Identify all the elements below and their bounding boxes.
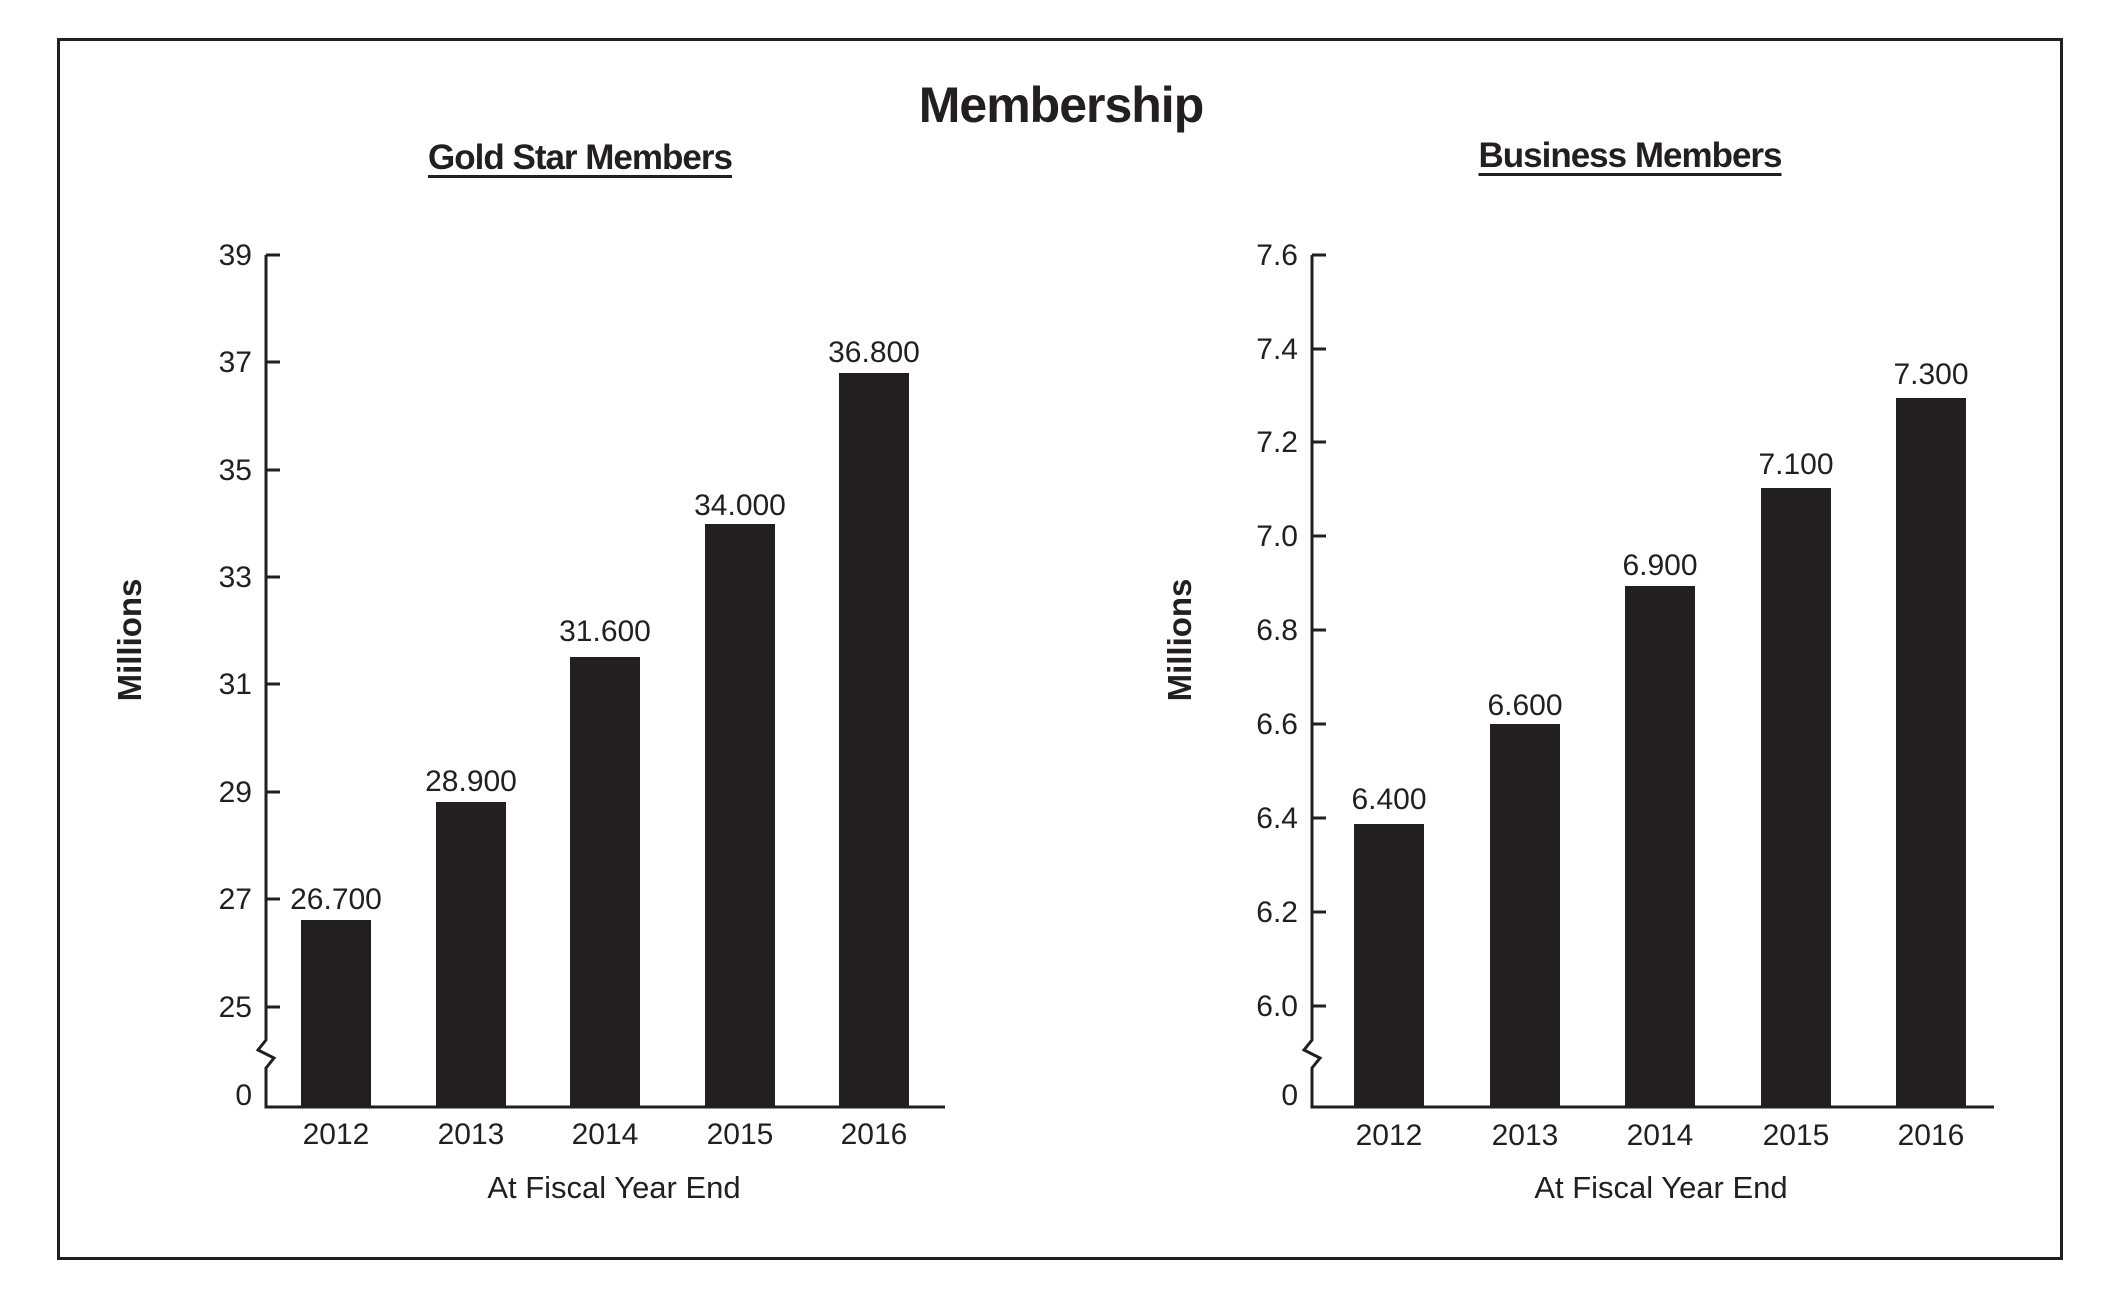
svg-text:34.000: 34.000 bbox=[694, 489, 786, 522]
bar-2013 bbox=[1490, 724, 1560, 1107]
svg-text:6.600: 6.600 bbox=[1487, 689, 1562, 722]
gold-star-chart: 39 37 35 33 31 29 27 25 0 26.700 28.900 … bbox=[111, 239, 945, 1205]
svg-text:6.6: 6.6 bbox=[1256, 708, 1298, 741]
svg-text:7.2: 7.2 bbox=[1256, 426, 1298, 459]
svg-text:36.800: 36.800 bbox=[828, 336, 920, 369]
bar-2015 bbox=[1761, 488, 1831, 1107]
svg-text:27: 27 bbox=[219, 883, 252, 916]
gold-star-value-labels: 26.700 28.900 31.600 34.000 36.800 bbox=[290, 336, 920, 916]
chart-frame bbox=[57, 38, 2063, 1260]
svg-text:7.100: 7.100 bbox=[1758, 448, 1833, 481]
bar-2016 bbox=[1896, 398, 1966, 1107]
svg-text:2013: 2013 bbox=[1492, 1119, 1559, 1152]
gold-star-xlabel: At Fiscal Year End bbox=[487, 1170, 740, 1205]
svg-text:7.4: 7.4 bbox=[1256, 333, 1298, 366]
svg-text:6.2: 6.2 bbox=[1256, 896, 1298, 929]
svg-text:2015: 2015 bbox=[1763, 1119, 1830, 1152]
svg-text:2014: 2014 bbox=[1627, 1119, 1694, 1152]
business-chart: 7.6 7.4 7.2 7.0 6.8 6.6 6.4 6.2 6.0 0 6.… bbox=[1161, 239, 1994, 1205]
svg-text:0: 0 bbox=[235, 1079, 252, 1112]
svg-text:39: 39 bbox=[219, 239, 252, 272]
gold-star-category-labels: 2012 2013 2014 2015 2016 bbox=[303, 1118, 908, 1151]
business-xlabel: At Fiscal Year End bbox=[1534, 1170, 1787, 1205]
svg-text:7.0: 7.0 bbox=[1256, 520, 1298, 553]
business-ylabel: Millions bbox=[1161, 579, 1198, 702]
svg-text:2012: 2012 bbox=[1356, 1119, 1423, 1152]
svg-text:35: 35 bbox=[219, 454, 252, 487]
svg-text:25: 25 bbox=[219, 991, 252, 1024]
business-value-labels: 6.400 6.600 6.900 7.100 7.300 bbox=[1351, 358, 1968, 816]
svg-text:26.700: 26.700 bbox=[290, 883, 382, 916]
business-subtitle: Business Members bbox=[1478, 136, 1782, 175]
business-ticks bbox=[1312, 253, 1326, 1008]
business-bars bbox=[1354, 398, 1966, 1107]
business-category-labels: 2012 2013 2014 2015 2016 bbox=[1356, 1119, 1965, 1152]
svg-text:6.400: 6.400 bbox=[1351, 783, 1426, 816]
svg-text:7.300: 7.300 bbox=[1893, 358, 1968, 391]
bar-2014 bbox=[1625, 586, 1695, 1107]
bar-2014 bbox=[570, 657, 640, 1107]
svg-text:2012: 2012 bbox=[303, 1118, 370, 1151]
svg-text:6.0: 6.0 bbox=[1256, 990, 1298, 1023]
gold-star-ylabel: Millions bbox=[111, 579, 148, 702]
svg-text:29: 29 bbox=[219, 776, 252, 809]
gold-star-ticks bbox=[266, 253, 280, 1009]
svg-text:2016: 2016 bbox=[1898, 1119, 1965, 1152]
bar-2016 bbox=[839, 373, 909, 1107]
gold-star-ytick-labels: 39 37 35 33 31 29 27 25 0 bbox=[219, 239, 252, 1112]
svg-text:6.900: 6.900 bbox=[1622, 549, 1697, 582]
business-axis bbox=[1301, 255, 1994, 1109]
svg-text:7.6: 7.6 bbox=[1256, 239, 1298, 272]
svg-text:2015: 2015 bbox=[707, 1118, 774, 1151]
svg-text:2014: 2014 bbox=[572, 1118, 639, 1151]
svg-text:37: 37 bbox=[219, 346, 252, 379]
gold-star-axis bbox=[255, 255, 945, 1109]
svg-text:2013: 2013 bbox=[438, 1118, 505, 1151]
svg-text:2016: 2016 bbox=[841, 1118, 908, 1151]
bar-2015 bbox=[705, 524, 775, 1107]
svg-text:6.8: 6.8 bbox=[1256, 614, 1298, 647]
gold-star-subtitle: Gold Star Members bbox=[428, 138, 733, 177]
svg-text:33: 33 bbox=[219, 561, 252, 594]
bar-2013 bbox=[436, 802, 506, 1107]
svg-text:28.900: 28.900 bbox=[425, 765, 517, 798]
figure-title: Membership bbox=[918, 77, 1205, 133]
bar-2012 bbox=[301, 920, 371, 1107]
svg-text:6.4: 6.4 bbox=[1256, 802, 1298, 835]
svg-text:0: 0 bbox=[1281, 1079, 1298, 1112]
business-ytick-labels: 7.6 7.4 7.2 7.0 6.8 6.6 6.4 6.2 6.0 0 bbox=[1256, 239, 1298, 1112]
svg-text:31.600: 31.600 bbox=[559, 615, 651, 648]
gold-star-bars bbox=[301, 373, 909, 1107]
bar-2012 bbox=[1354, 824, 1424, 1107]
svg-text:31: 31 bbox=[219, 668, 252, 701]
